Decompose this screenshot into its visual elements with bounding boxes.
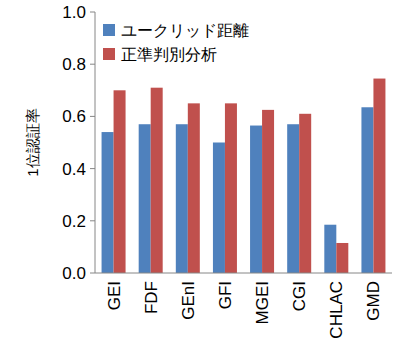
- y-tick: [90, 64, 95, 65]
- x-tick-label: CGI: [290, 281, 309, 311]
- legend-label: ユークリッド距離: [121, 22, 249, 39]
- legend-label: 正準判別分析: [121, 46, 217, 63]
- bar: [250, 126, 262, 273]
- bar: [324, 225, 336, 273]
- legend: ユークリッド距離正準判別分析: [103, 22, 249, 63]
- bar: [139, 124, 151, 273]
- bars: [102, 79, 386, 273]
- bar: [225, 103, 237, 273]
- y-tick: [90, 168, 95, 169]
- y-tick: [90, 116, 95, 117]
- y-axis-label: 1位認証率: [24, 108, 41, 176]
- bar: [287, 124, 299, 273]
- x-axis: [95, 273, 392, 274]
- y-tick: [90, 12, 95, 13]
- y-tick-label: 0.4: [62, 160, 86, 179]
- bar: [213, 143, 225, 274]
- x-tick-label: GEI: [105, 281, 124, 310]
- x-tick-label: GMD: [364, 281, 383, 321]
- bar: [299, 114, 311, 273]
- x-tick-label: GFI: [216, 281, 235, 309]
- legend-swatch: [103, 48, 115, 60]
- x-tick-label: GEnI: [179, 281, 198, 320]
- y-tick: [90, 273, 95, 274]
- y-tick: [90, 220, 95, 221]
- y-tick-label: 0.8: [62, 55, 86, 74]
- chart: 0.0 0.2 0.4 0.6 0.8 1.0 1位認証率 GEI FDF GEnI GFI MGEI…: [0, 0, 400, 352]
- y-tick-label: 0.6: [62, 107, 86, 126]
- y-tick-label: 0.2: [62, 212, 86, 231]
- bar: [176, 124, 188, 273]
- bar: [262, 110, 274, 273]
- y-tick-label: 1.0: [62, 3, 86, 22]
- y-axis: [95, 12, 96, 273]
- legend-swatch: [103, 24, 115, 36]
- bar: [373, 79, 385, 273]
- y-tick-label: 0.0: [62, 264, 86, 283]
- bar: [151, 88, 163, 273]
- x-tick-label: CHLAC: [327, 281, 346, 339]
- bar: [188, 103, 200, 273]
- bar: [336, 243, 348, 273]
- bar: [102, 132, 114, 273]
- bar: [361, 107, 373, 273]
- bar: [114, 90, 126, 273]
- x-tick-label: MGEI: [253, 281, 272, 324]
- x-tick-label: FDF: [142, 281, 161, 314]
